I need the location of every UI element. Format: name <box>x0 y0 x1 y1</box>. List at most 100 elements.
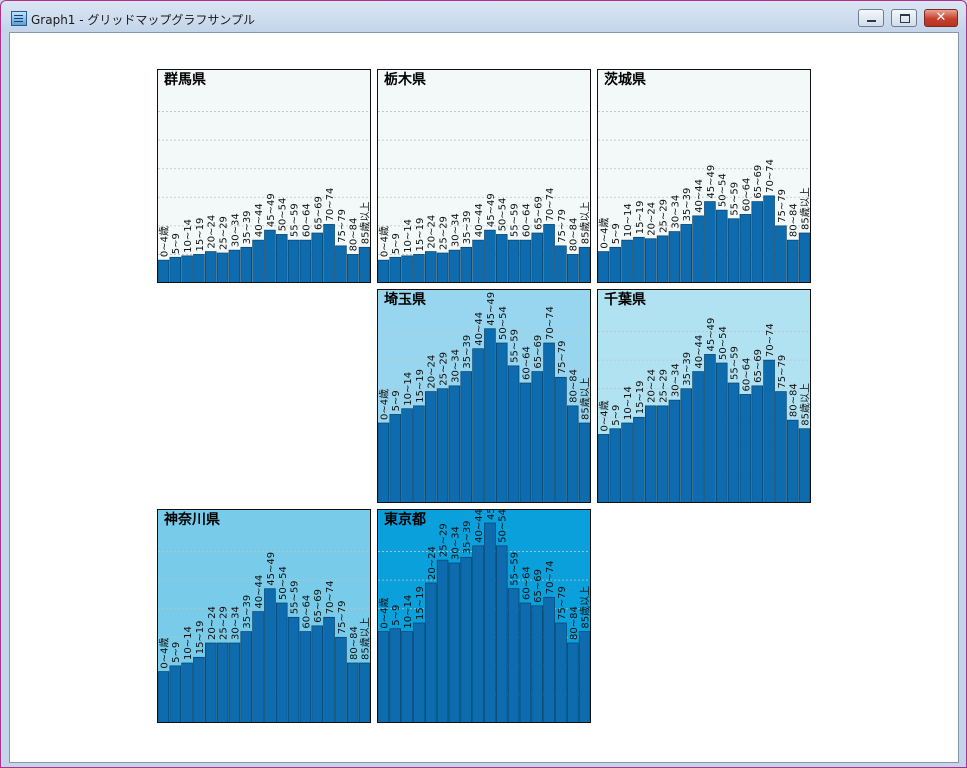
bar[interactable] <box>346 254 359 283</box>
bar[interactable] <box>507 588 520 723</box>
bar[interactable] <box>275 602 288 723</box>
title-bar[interactable]: Graph1 - グリッドマップグラフサンプル ✕ <box>1 1 966 33</box>
bar[interactable] <box>484 229 496 283</box>
bar[interactable] <box>578 422 591 503</box>
bar[interactable] <box>228 249 241 283</box>
bar[interactable] <box>751 385 764 503</box>
bar[interactable] <box>287 239 300 283</box>
bar[interactable] <box>786 419 799 503</box>
bar[interactable] <box>775 391 787 503</box>
bar[interactable] <box>216 252 229 283</box>
minimize-button[interactable] <box>858 9 884 27</box>
bar[interactable] <box>555 622 567 723</box>
bar[interactable] <box>531 232 544 283</box>
bar[interactable] <box>181 255 193 283</box>
bar[interactable] <box>335 245 347 283</box>
bar[interactable] <box>656 235 669 283</box>
bar[interactable] <box>275 234 288 283</box>
bar[interactable] <box>436 252 449 283</box>
bar[interactable] <box>413 622 425 723</box>
bar[interactable] <box>633 416 645 503</box>
bar[interactable] <box>668 231 681 283</box>
bar[interactable] <box>169 256 182 283</box>
bar[interactable] <box>531 605 544 723</box>
bar[interactable] <box>763 195 775 283</box>
bar[interactable] <box>597 434 610 503</box>
bar[interactable] <box>311 232 324 283</box>
bar[interactable] <box>680 388 693 503</box>
bar[interactable] <box>786 239 799 283</box>
bar[interactable] <box>484 328 496 503</box>
bar[interactable] <box>644 405 657 503</box>
chart-window-icon[interactable] <box>11 11 27 26</box>
bar[interactable] <box>507 239 520 283</box>
bar[interactable] <box>621 239 633 283</box>
bar[interactable] <box>389 414 402 503</box>
bar[interactable] <box>495 342 508 503</box>
bar[interactable] <box>609 246 622 283</box>
bar[interactable] <box>204 251 217 283</box>
bar[interactable] <box>531 371 544 503</box>
bar[interactable] <box>656 405 669 503</box>
bar[interactable] <box>633 236 645 283</box>
bar[interactable] <box>216 642 229 723</box>
bar[interactable] <box>169 665 182 723</box>
bar[interactable] <box>680 224 693 283</box>
bar[interactable] <box>228 642 241 723</box>
bar[interactable] <box>704 201 716 283</box>
bar[interactable] <box>727 382 740 503</box>
bar[interactable] <box>704 354 716 503</box>
bar[interactable] <box>424 251 437 283</box>
bar[interactable] <box>543 224 555 283</box>
bar[interactable] <box>484 522 496 723</box>
bar[interactable] <box>543 342 555 503</box>
bar[interactable] <box>436 559 449 723</box>
bar[interactable] <box>555 245 567 283</box>
bar[interactable] <box>323 224 335 283</box>
bar[interactable] <box>644 238 657 283</box>
bar[interactable] <box>715 209 728 283</box>
bar[interactable] <box>299 239 312 283</box>
bar[interactable] <box>460 371 473 503</box>
bar[interactable] <box>460 246 473 283</box>
bar[interactable] <box>264 588 276 723</box>
bar[interactable] <box>692 371 704 503</box>
bar[interactable] <box>727 218 740 283</box>
bar[interactable] <box>472 545 484 723</box>
bar[interactable] <box>311 625 324 723</box>
bar[interactable] <box>413 405 425 503</box>
bar[interactable] <box>472 348 484 503</box>
bar[interactable] <box>692 215 704 283</box>
bar[interactable] <box>401 631 413 723</box>
bar[interactable] <box>578 246 591 283</box>
bar[interactable] <box>377 259 390 283</box>
bar[interactable] <box>751 201 764 283</box>
bar[interactable] <box>252 611 264 723</box>
bar[interactable] <box>377 631 390 723</box>
bar[interactable] <box>566 642 579 723</box>
bar[interactable] <box>358 662 371 723</box>
close-button[interactable]: ✕ <box>924 9 958 27</box>
bar[interactable] <box>335 636 347 723</box>
bar[interactable] <box>358 246 371 283</box>
bar[interactable] <box>495 545 508 723</box>
bar[interactable] <box>519 602 532 723</box>
bar[interactable] <box>377 422 390 503</box>
bar[interactable] <box>507 365 520 503</box>
bar[interactable] <box>798 232 811 283</box>
bar[interactable] <box>798 428 811 503</box>
bar[interactable] <box>566 405 579 503</box>
bar[interactable] <box>389 628 402 723</box>
bar[interactable] <box>668 399 681 503</box>
bar[interactable] <box>578 631 591 723</box>
bar[interactable] <box>181 662 193 723</box>
bar[interactable] <box>157 671 170 723</box>
bar[interactable] <box>299 631 312 723</box>
bar[interactable] <box>472 239 484 283</box>
bar[interactable] <box>763 359 775 503</box>
bar[interactable] <box>448 385 461 503</box>
bar[interactable] <box>193 656 205 723</box>
bar[interactable] <box>495 234 508 283</box>
bar[interactable] <box>519 382 532 503</box>
bar[interactable] <box>346 662 359 723</box>
